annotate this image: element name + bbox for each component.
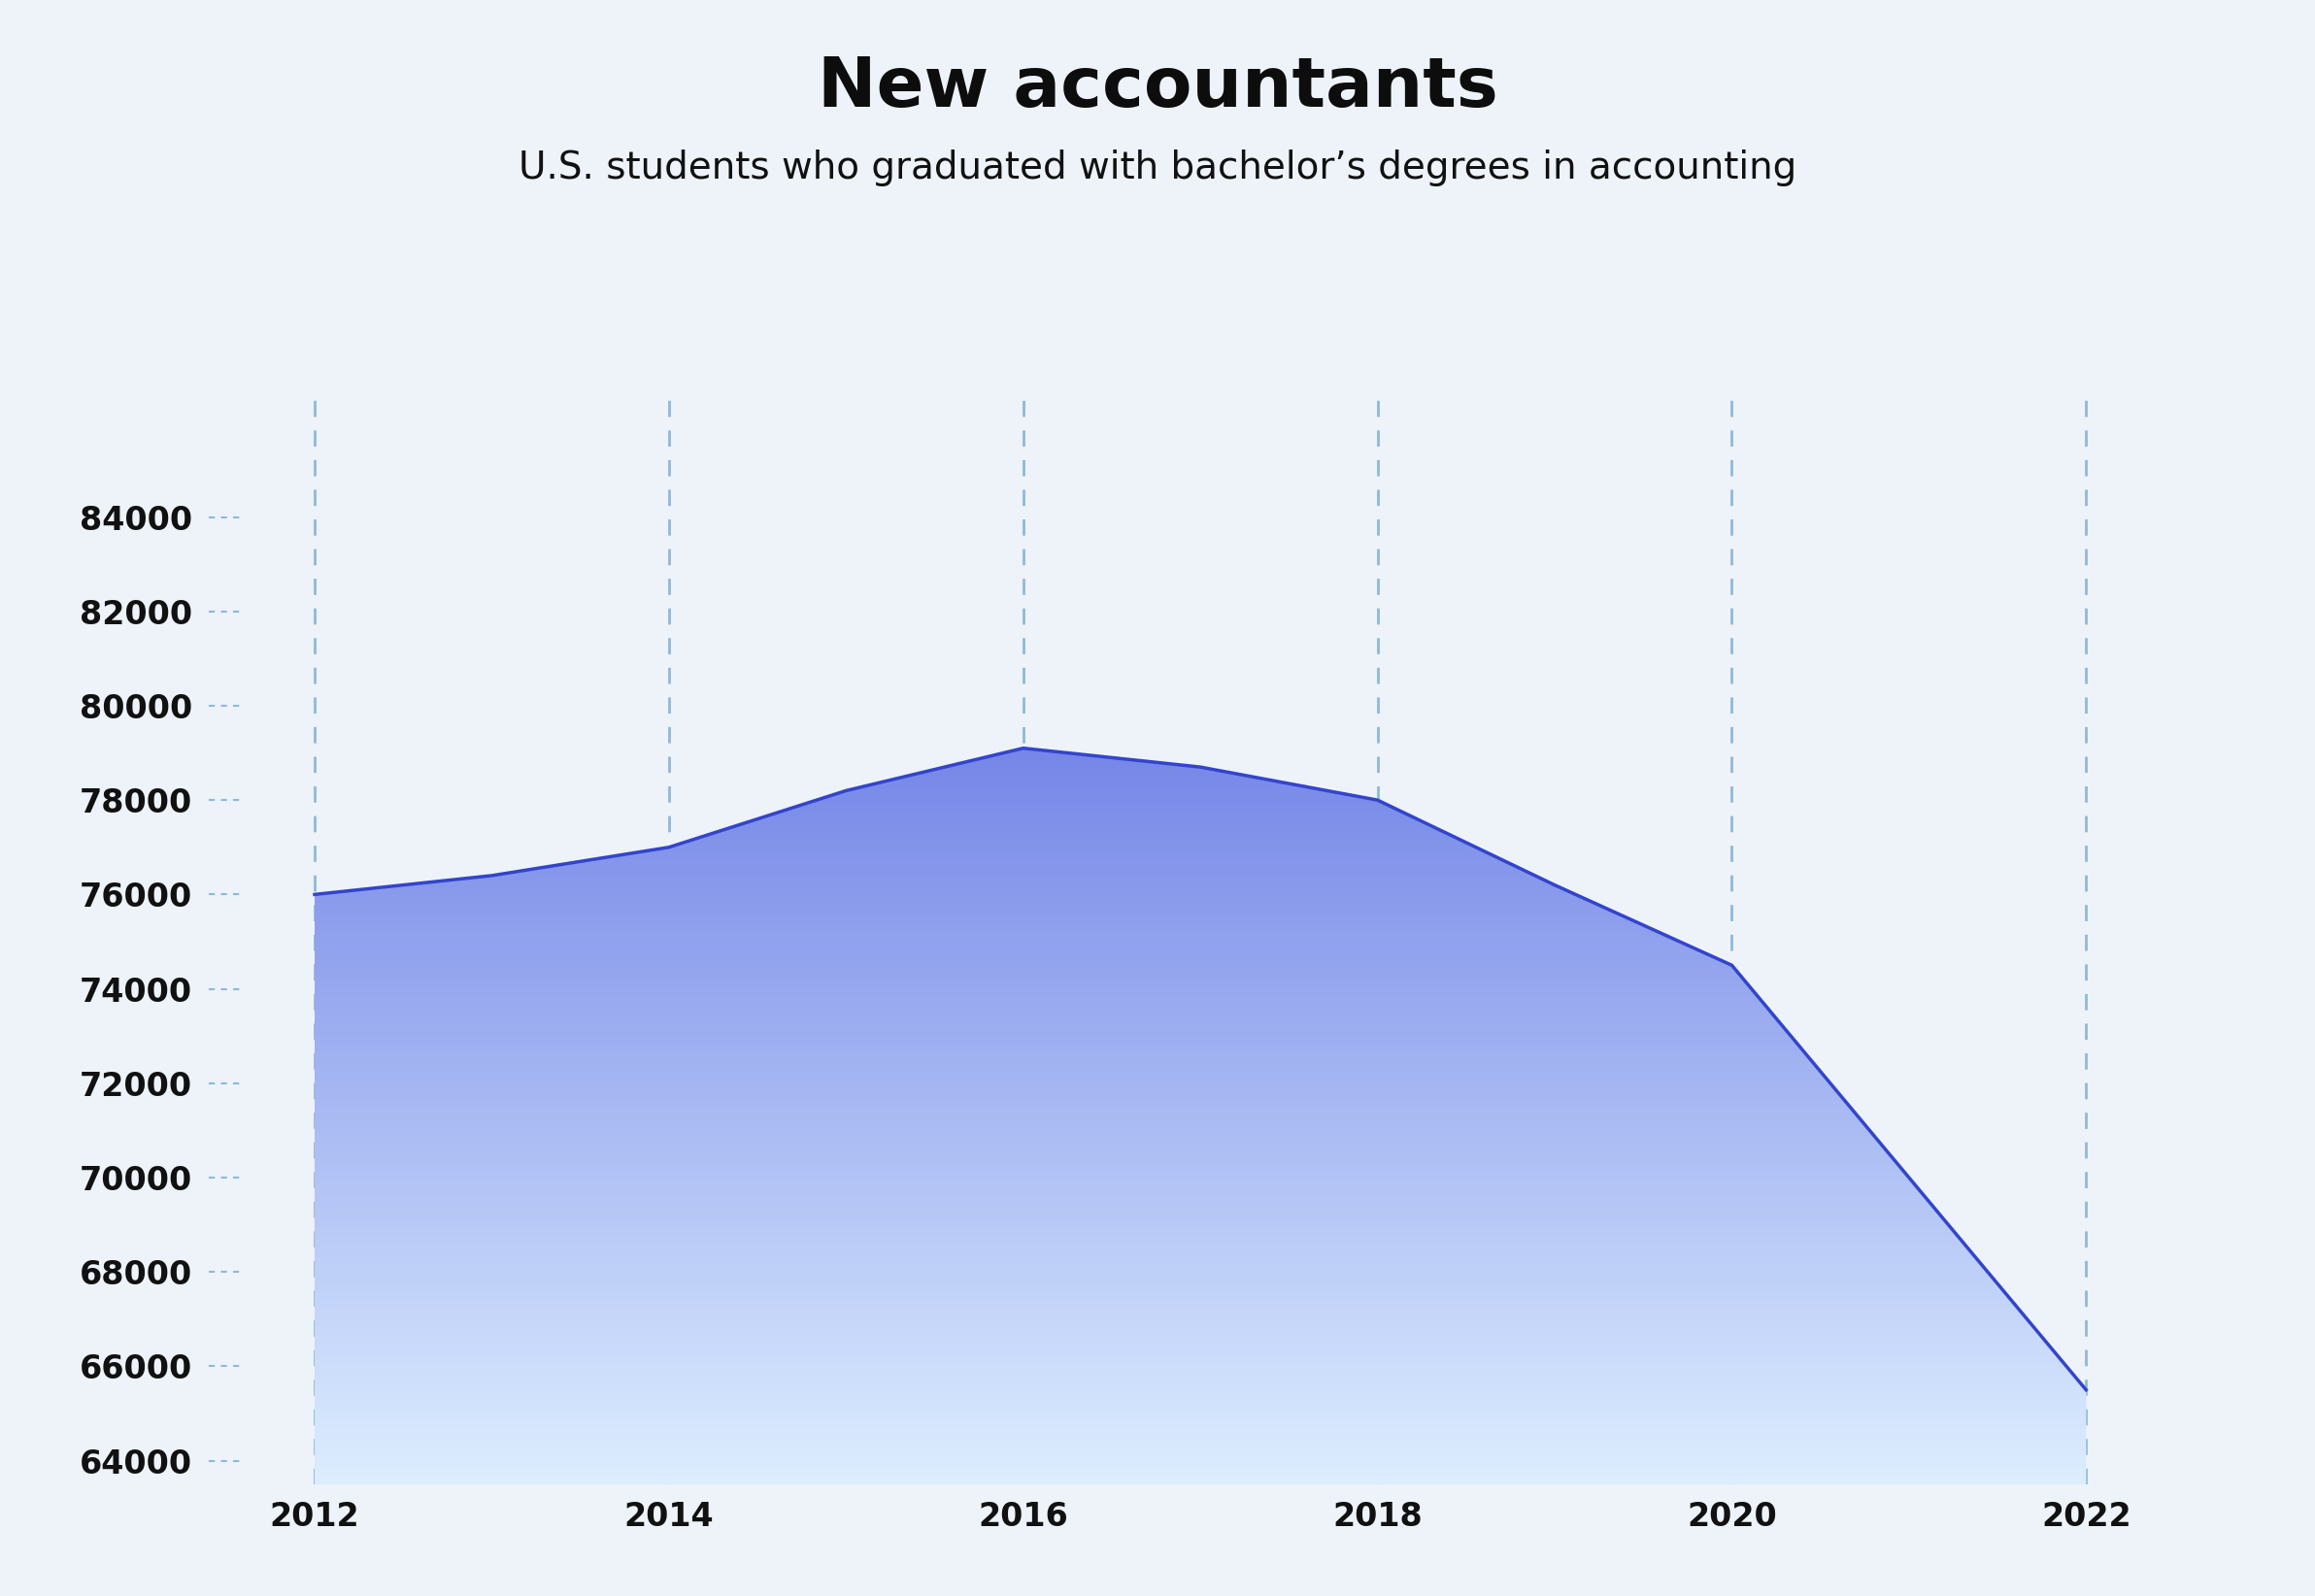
Text: U.S. students who graduated with bachelor’s degrees in accounting: U.S. students who graduated with bachelo… [519,148,1796,187]
Text: New accountants: New accountants [817,54,1498,121]
